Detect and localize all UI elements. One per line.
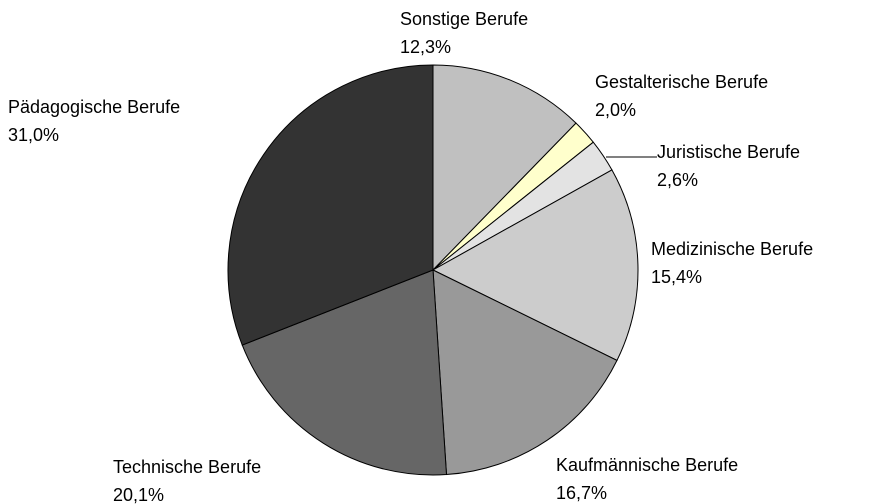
slice-label: Technische Berufe bbox=[113, 457, 261, 477]
pie-slice bbox=[227, 64, 434, 346]
slice-label: Gestalterische Berufe bbox=[595, 72, 768, 92]
slice-value-label: 12,3% bbox=[400, 37, 451, 57]
slice-label: Medizinische Berufe bbox=[651, 239, 813, 259]
slice-label: Pädagogische Berufe bbox=[8, 97, 180, 117]
slice-value-label: 31,0% bbox=[8, 125, 59, 145]
slice-value-label: 15,4% bbox=[651, 267, 702, 287]
slice-value-label: 20,1% bbox=[113, 485, 164, 504]
slice-label: Sonstige Berufe bbox=[400, 9, 528, 29]
slice-value-label: 2,6% bbox=[657, 170, 698, 190]
slice-label: Kaufmännische Berufe bbox=[556, 455, 738, 475]
pie-slice bbox=[241, 269, 448, 476]
pie-slice bbox=[432, 64, 577, 272]
pie-slice bbox=[431, 169, 639, 362]
slice-value-label: 2,0% bbox=[595, 100, 636, 120]
slice-value-label: 16,7% bbox=[556, 483, 607, 503]
slice-label: Juristische Berufe bbox=[657, 142, 800, 162]
pie-slice bbox=[432, 269, 618, 476]
